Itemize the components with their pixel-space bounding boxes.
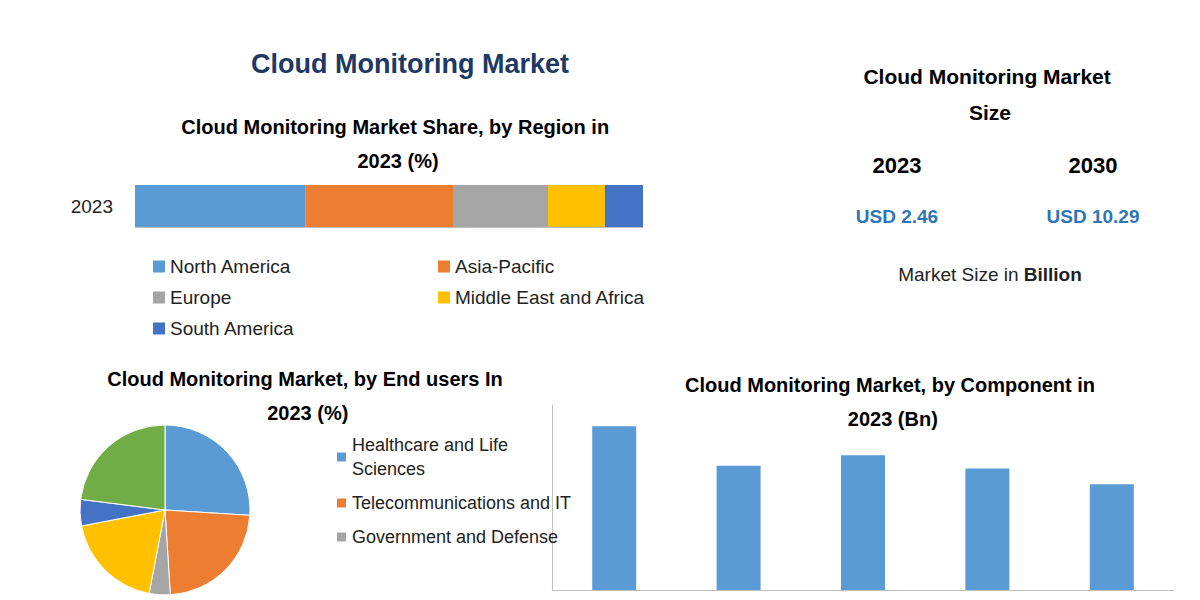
svg-text:2030: 2030	[1069, 153, 1118, 178]
svg-text:2023 (%): 2023 (%)	[262, 402, 349, 424]
svg-text:USD 2.46: USD 2.46	[856, 206, 938, 227]
svg-text:Government and Defense: Government and Defense	[352, 527, 558, 547]
svg-text:Telecommunications and IT: Telecommunications and IT	[352, 493, 571, 513]
svg-text:Cloud Monitoring Market, by Co: Cloud Monitoring Market, by Component in	[685, 374, 1095, 396]
svg-text:Cloud Monitoring Market Share,: Cloud Monitoring Market Share, by Region…	[181, 116, 614, 138]
svg-text:Healthcare and Life: Healthcare and Life	[352, 435, 513, 455]
svg-text:Market Size in: Market Size in	[898, 264, 1018, 285]
svg-text:Asia-Pacific: Asia-Pacific	[455, 256, 554, 277]
svg-text:Sciences: Sciences	[352, 459, 425, 479]
svg-text:2023 (%): 2023 (%)	[357, 150, 438, 172]
svg-text:Cloud Monitoring Market, by En: Cloud Monitoring Market, by End users In	[107, 368, 503, 390]
svg-text:Billion: Billion	[1024, 264, 1082, 285]
svg-text:2023: 2023	[71, 196, 113, 217]
svg-text:North America: North America	[170, 256, 291, 277]
svg-text:USD 10.29: USD 10.29	[1047, 206, 1140, 227]
svg-text:2023 (Bn): 2023 (Bn)	[842, 408, 938, 430]
svg-text:Size: Size	[969, 101, 1011, 124]
svg-text:Cloud Monitoring Market: Cloud Monitoring Market	[251, 49, 569, 79]
svg-text:Cloud Monitoring Market: Cloud Monitoring Market	[863, 65, 1116, 88]
svg-text:Middle East and Africa: Middle East and Africa	[455, 287, 644, 308]
svg-text:Europe: Europe	[170, 287, 231, 308]
svg-text:South America: South America	[170, 318, 294, 339]
svg-text:2023: 2023	[873, 153, 922, 178]
